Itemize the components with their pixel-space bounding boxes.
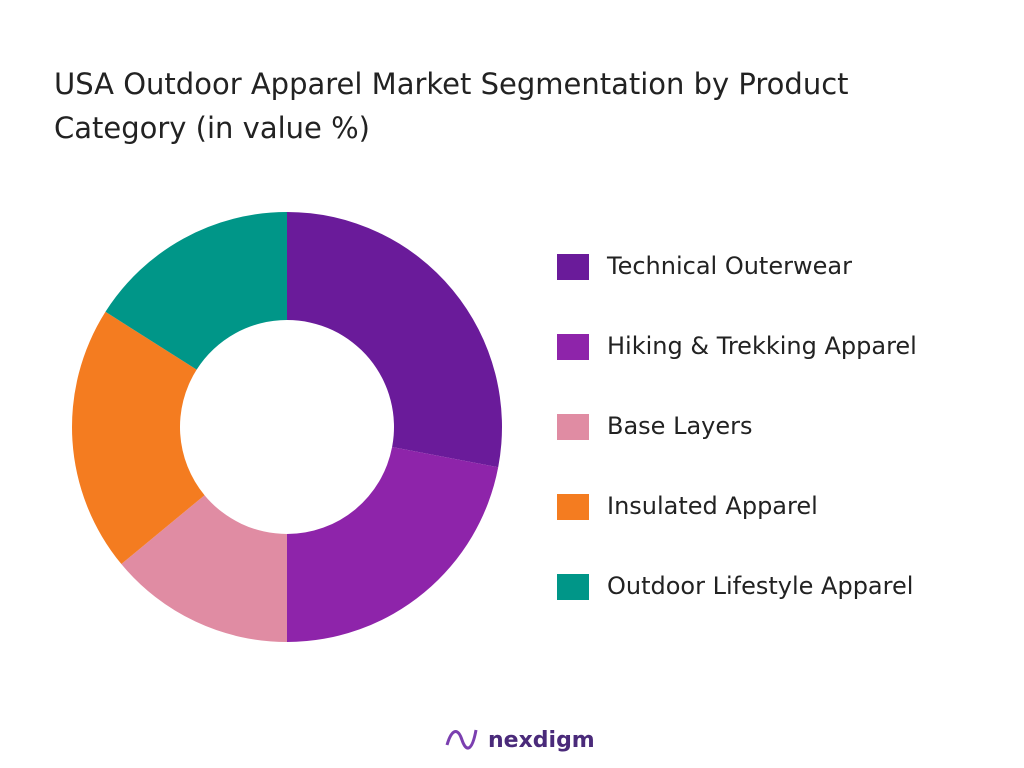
legend-label: Outdoor Lifestyle Apparel <box>607 572 913 600</box>
legend-label: Technical Outerwear <box>606 252 852 280</box>
chart-title: USA Outdoor Apparel Market Segmentation … <box>54 67 849 145</box>
legend-swatch <box>557 574 589 600</box>
donut-slice <box>72 311 205 565</box>
brand-name: nexdigm <box>488 728 595 753</box>
donut-slice <box>121 495 287 642</box>
legend-swatch <box>557 334 589 360</box>
donut-slice <box>287 447 499 642</box>
legend-label: Base Layers <box>607 412 753 440</box>
legend-swatch <box>557 414 589 440</box>
legend-label: Insulated Apparel <box>607 492 818 520</box>
donut-slice <box>105 212 287 370</box>
legend-swatch <box>557 254 589 280</box>
legend-swatch <box>557 494 589 520</box>
brand-icon <box>445 729 478 750</box>
donut-slice <box>287 212 502 468</box>
legend-label: Hiking & Trekking Apparel <box>607 332 917 360</box>
